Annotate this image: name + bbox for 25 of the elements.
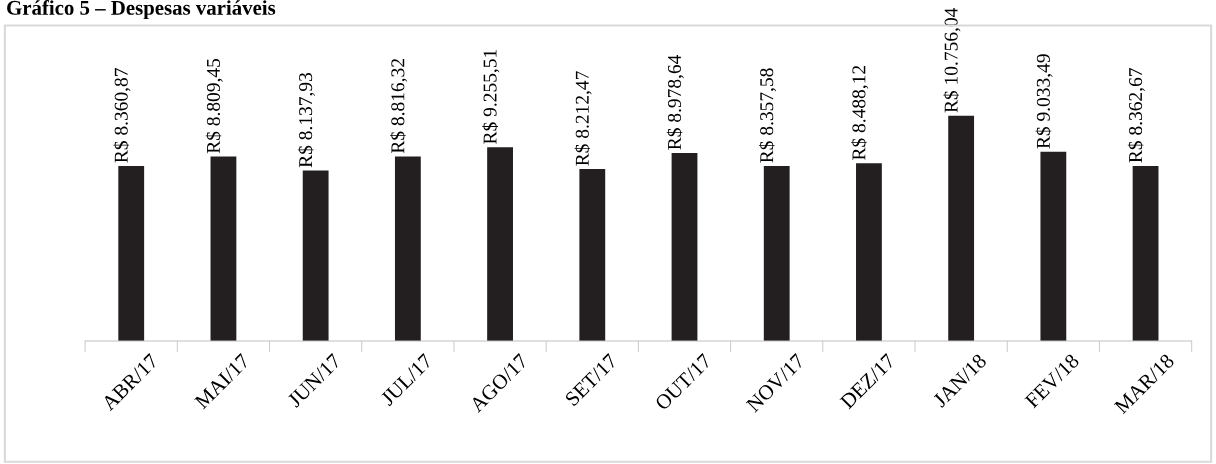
data-label: R$ 10.756,04 xyxy=(943,7,961,113)
bar xyxy=(671,152,698,342)
bar xyxy=(487,147,513,342)
data-label: R$ 8.137,93 xyxy=(297,72,315,168)
bar xyxy=(579,169,606,342)
data-label: R$ 8.212,47 xyxy=(574,71,592,166)
data-label: R$ 8.362,67 xyxy=(1127,68,1145,163)
bar xyxy=(1132,165,1159,342)
bar xyxy=(1040,151,1067,342)
bar xyxy=(948,115,975,342)
bar xyxy=(302,170,329,342)
data-label: R$ 9.033,49 xyxy=(1035,54,1053,149)
chart-title: Gráfico 5 – Despesas variáveis xyxy=(7,0,276,20)
data-label: R$ 8.357,58 xyxy=(758,68,777,163)
data-label: R$ 8.360,87 xyxy=(113,68,131,163)
bar xyxy=(394,156,421,342)
bar xyxy=(210,156,237,342)
data-label: R$ 8.816,32 xyxy=(390,59,408,154)
bar xyxy=(118,165,145,342)
bar xyxy=(763,166,790,342)
bar xyxy=(856,163,882,342)
data-label: R$ 8.809,45 xyxy=(205,58,223,154)
data-label: R$ 9.255,51 xyxy=(482,49,500,144)
data-label: R$ 8.488,12 xyxy=(851,65,869,160)
data-label: R$ 8.978,64 xyxy=(666,54,684,150)
